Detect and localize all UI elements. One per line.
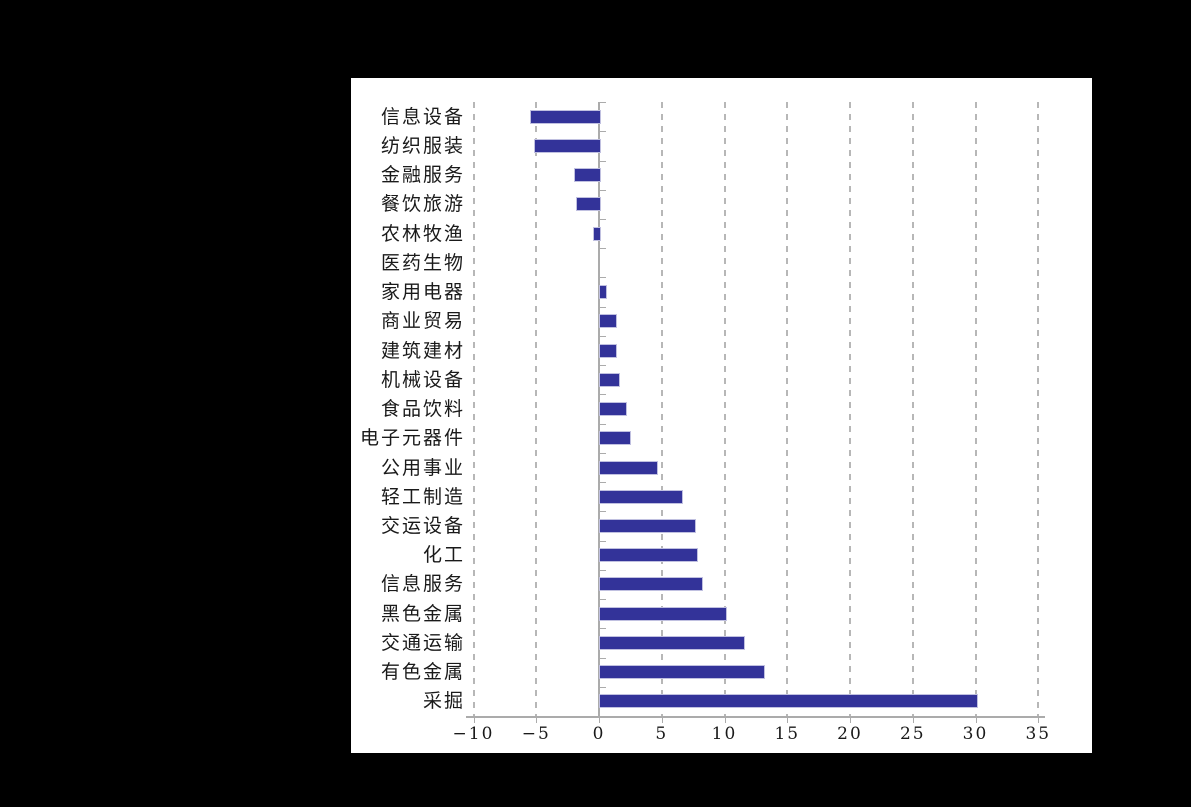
x-axis-tick (661, 718, 663, 723)
bar (599, 489, 683, 504)
x-tick-label: 15 (774, 724, 801, 744)
category-axis-tick (600, 511, 606, 513)
x-axis-tick (850, 718, 851, 723)
bar (576, 197, 601, 212)
category-axis-tick (600, 335, 606, 337)
category-label: 家用电器 (380, 281, 465, 303)
category-axis-tick (600, 657, 606, 659)
category-label: 纺织服装 (380, 134, 465, 157)
x-tick-label: 25 (899, 724, 926, 744)
gridline (849, 102, 851, 716)
category-label: 有色金属 (380, 661, 465, 684)
category-label: 公用事业 (380, 456, 465, 479)
category-label: 医药生物 (380, 251, 465, 274)
category-axis-tick (600, 599, 606, 600)
x-tick-label: 35 (1025, 724, 1052, 744)
category-label: 交通运输 (380, 631, 465, 654)
x-axis-tick (599, 718, 600, 723)
gridline (535, 102, 538, 716)
bar (599, 577, 703, 592)
bar (533, 138, 601, 153)
category-label: 交运设备 (380, 515, 465, 537)
bar (599, 665, 766, 680)
category-label: 轻工制造 (380, 485, 465, 508)
x-axis-tick (473, 718, 475, 723)
bar (573, 168, 601, 183)
category-axis-tick (600, 160, 606, 162)
category-axis-tick (600, 423, 606, 425)
category-label: 建筑建材 (380, 339, 465, 362)
plot-area: −10 −5 0 5 10 15 20 25 30 35 信息设备纺织服装金融服务餐饮旅游农林牧渔医… (351, 78, 1092, 753)
x-axis-tick (975, 718, 977, 723)
category-axis-tick (600, 219, 606, 220)
category-axis-tick (600, 248, 606, 250)
gridline (723, 102, 726, 716)
chart-panel: −10 −5 0 5 10 15 20 25 30 35 信息设备纺织服装金融服务餐饮旅游农林牧渔医… (351, 78, 1092, 753)
category-axis-tick (600, 365, 606, 367)
bar (599, 635, 746, 650)
category-axis-tick (600, 189, 606, 191)
gridline (911, 102, 914, 716)
bar (599, 694, 978, 709)
category-label: 信息服务 (380, 573, 465, 596)
bar (599, 314, 618, 329)
gridline (660, 102, 663, 716)
category-axis-tick (600, 540, 606, 542)
category-axis-tick (600, 306, 606, 308)
bar (599, 431, 632, 446)
x-axis-tick (1038, 718, 1040, 723)
category-label: 采掘 (422, 690, 465, 713)
x-axis-tick (912, 718, 914, 723)
x-tick-label: 10 (711, 724, 738, 744)
x-tick-label: 20 (837, 724, 863, 744)
bar (599, 372, 620, 387)
x-tick-label: 0 (592, 724, 606, 744)
gridline (786, 102, 789, 716)
category-label: 黑色金属 (380, 602, 465, 625)
category-label: 餐饮旅游 (380, 193, 465, 216)
category-label: 金融服务 (380, 164, 465, 187)
bar (530, 109, 601, 124)
bar (599, 343, 618, 358)
category-axis-tick (600, 628, 606, 630)
gridline (472, 102, 475, 716)
gridline (1037, 102, 1040, 716)
category-label: 商业贸易 (380, 310, 465, 333)
category-axis-tick (600, 452, 606, 454)
category-label: 食品饮料 (380, 398, 465, 420)
bar (599, 460, 658, 475)
bar (599, 548, 698, 563)
category-axis-tick (600, 569, 606, 571)
category-label: 农林牧渔 (380, 222, 465, 245)
category-axis-tick (600, 394, 606, 396)
category-axis-tick (600, 131, 606, 133)
x-axis-tick (787, 718, 789, 723)
category-label: 化工 (422, 544, 465, 567)
bar (599, 402, 628, 416)
bar (599, 519, 697, 533)
category-axis-tick (600, 686, 606, 688)
bar (592, 226, 601, 241)
x-tick-label: 30 (962, 724, 989, 744)
category-label: 电子元器件 (359, 427, 465, 450)
bar (599, 606, 727, 621)
x-tick-label: 5 (655, 724, 669, 744)
x-axis-tick (536, 718, 538, 723)
x-axis-tick (724, 718, 726, 723)
category-label: 信息设备 (380, 105, 465, 128)
bar (599, 285, 608, 299)
x-axis-line (466, 716, 1045, 718)
x-tick-label: −5 (521, 724, 551, 744)
category-label: 机械设备 (380, 368, 465, 391)
category-axis-tick (600, 102, 606, 103)
category-axis-tick (600, 482, 606, 484)
x-tick-label: −10 (452, 724, 495, 744)
category-axis-tick (600, 277, 606, 279)
gridline (974, 102, 977, 716)
